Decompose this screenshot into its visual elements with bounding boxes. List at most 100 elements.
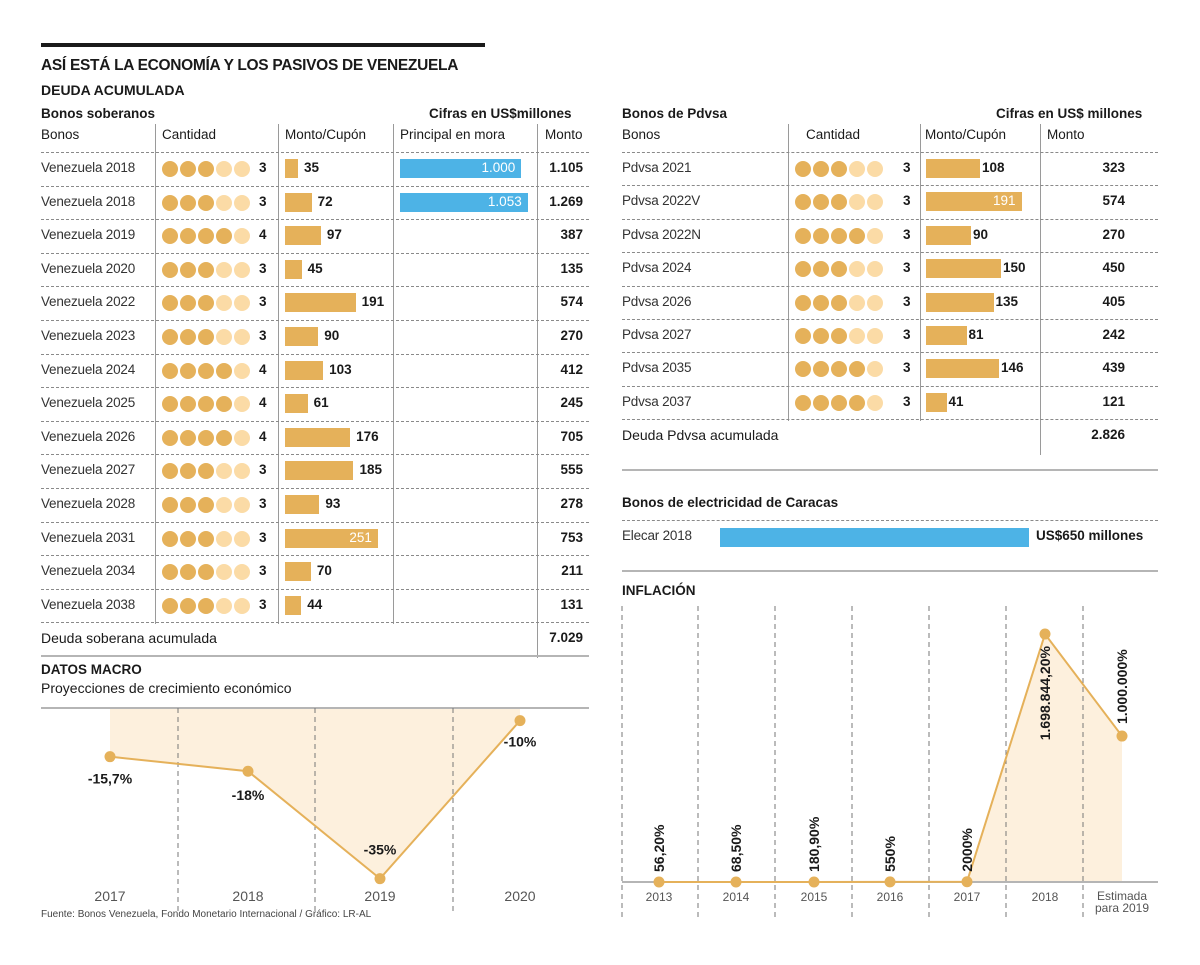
column-header: Bonos [41,127,80,142]
dot-filled-icon [831,394,847,411]
elecar-value: US$650 millones [1036,528,1144,543]
row-divider [41,152,589,153]
dot-filled-icon [162,329,178,345]
inflation-chart: 56,20% 2013 68,50% 2014 180,90% 2015 550% 2016 2… [621,606,1158,918]
coupon-value: 90 [973,226,989,242]
dot-empty-icon [216,261,232,278]
dot-filled-icon [813,328,829,344]
row-divider [41,320,589,321]
amount-value: 278 [560,496,583,511]
x-tick-label-line: Estimada [1097,889,1147,903]
dot-filled-icon [216,396,232,413]
column-header: Monto [545,127,583,142]
coupon-value: 45 [307,260,323,276]
amount-value: 211 [561,563,583,579]
dot-filled-icon [198,564,214,581]
coupon-bar [285,259,302,279]
dot-empty-icon [216,597,232,614]
quantity-value: 4 [259,428,267,444]
dot-filled-icon [180,329,196,345]
coupon-bar [285,528,378,548]
amount-value: 323 [1102,160,1125,175]
amount-value: 131 [560,596,583,612]
coupon-value: 44 [307,596,323,612]
amount-value: 135 [560,260,583,276]
dot-filled-icon [162,564,178,581]
dot-filled-icon [162,161,178,177]
amount-value: 242 [1102,327,1125,342]
inflation-data-label: 2000% [959,828,975,872]
dot-empty-icon [849,328,865,344]
dot-filled-icon [198,463,214,480]
dot-filled-icon [831,161,847,177]
row-divider [41,454,589,456]
column-header: Principal en mora [400,127,506,142]
dot-empty-icon [234,295,250,312]
x-tick-label: 2018 [1032,890,1059,904]
amount-value: 412 [560,361,583,377]
dot-empty-icon [234,597,250,614]
row-divider [41,588,589,590]
row-divider [622,352,1158,354]
row-divider [622,252,1158,254]
column-header: Monto [1047,127,1085,142]
dot-empty-icon [234,530,250,547]
row-divider [41,521,589,523]
column-divider [788,124,789,422]
dot-filled-icon [813,361,829,378]
dot-filled-icon [813,394,829,411]
row-divider [622,385,1158,387]
dot-empty-icon [216,161,232,177]
dot-filled-icon [162,530,178,547]
amount-value: 555 [560,462,583,478]
total-label: Deuda soberana acumulada [41,630,217,647]
dot-filled-icon [795,294,811,311]
quantity-value: 3 [259,160,267,175]
amount-value: 245 [560,395,583,411]
inflation-data-label: 550% [882,836,898,872]
amount-value: 405 [1102,293,1125,309]
inflation-point [653,876,665,888]
column-header: Monto/Cupón [925,127,1007,142]
bond-name: Venezuela 2020 [41,260,136,276]
row-divider [622,185,1158,187]
x-tick-label: Estimada para 2019 [1095,889,1149,915]
amount-value: 1.269 [549,193,583,209]
quantity-dots [162,429,250,446]
dot-filled-icon [180,429,196,446]
growth-data-label: -10% [504,734,537,750]
inflation-data-label: 1.698.844,20% [1037,646,1053,741]
dot-filled-icon [831,227,847,244]
bond-name: Venezuela 2025 [41,395,136,411]
quantity-dots [162,161,250,177]
quantity-value: 3 [903,260,911,276]
dot-filled-icon [795,394,811,411]
coupon-value: 61 [313,395,329,411]
dot-empty-icon [234,228,250,245]
row-divider [41,488,589,489]
bond-name: Venezuela 2018 [41,160,136,175]
bond-name: Venezuela 2019 [41,227,136,243]
inflation-point [884,876,896,888]
x-tick-label: 2016 [877,890,904,904]
dot-filled-icon [198,329,214,345]
coupon-bar [285,495,320,514]
macro-subtitle: Proyecciones de crecimiento económico [41,680,292,696]
dot-filled-icon [162,194,178,211]
bond-name: Venezuela 2028 [41,496,136,511]
total-label: Deuda Pdvsa acumulada [622,427,779,444]
bond-name: Pdvsa 2037 [622,393,692,409]
dot-filled-icon [198,597,214,614]
quantity-value: 3 [903,160,911,175]
column-header: Cantidad [806,127,861,142]
row-divider [41,252,589,254]
bond-name: Venezuela 2026 [41,428,136,444]
quantity-value: 4 [259,227,267,243]
coupon-bar [285,226,321,246]
dot-filled-icon [162,429,178,446]
column-divider [920,124,921,422]
inflation-title: INFLACIÓN [622,583,696,598]
row-divider [41,622,589,624]
dot-empty-icon [234,396,250,413]
quantity-value: 3 [259,260,267,276]
